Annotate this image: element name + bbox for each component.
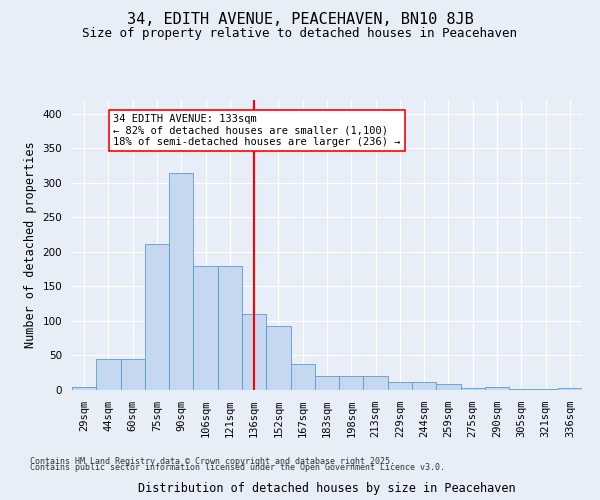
Bar <box>193 266 218 390</box>
Bar <box>72 386 96 390</box>
Bar <box>290 364 315 390</box>
Text: 34 EDITH AVENUE: 133sqm
← 82% of detached houses are smaller (1,100)
18% of semi: 34 EDITH AVENUE: 133sqm ← 82% of detache… <box>113 114 401 147</box>
Bar <box>412 382 436 390</box>
Bar <box>145 244 169 390</box>
Bar <box>436 384 461 390</box>
Bar <box>509 388 533 390</box>
Y-axis label: Number of detached properties: Number of detached properties <box>24 142 37 348</box>
Bar <box>242 314 266 390</box>
Bar <box>121 359 145 390</box>
Bar <box>339 376 364 390</box>
Bar <box>364 376 388 390</box>
Text: Size of property relative to detached houses in Peacehaven: Size of property relative to detached ho… <box>83 28 517 40</box>
Text: Contains HM Land Registry data © Crown copyright and database right 2025.: Contains HM Land Registry data © Crown c… <box>30 457 395 466</box>
Bar <box>485 386 509 390</box>
Bar <box>388 382 412 390</box>
Text: Distribution of detached houses by size in Peacehaven: Distribution of detached houses by size … <box>138 482 516 495</box>
Text: Contains public sector information licensed under the Open Government Licence v3: Contains public sector information licen… <box>30 464 445 472</box>
Bar <box>315 376 339 390</box>
Bar <box>218 266 242 390</box>
Bar <box>558 388 582 390</box>
Bar <box>266 326 290 390</box>
Bar <box>169 172 193 390</box>
Bar <box>461 388 485 390</box>
Bar <box>96 359 121 390</box>
Text: 34, EDITH AVENUE, PEACEHAVEN, BN10 8JB: 34, EDITH AVENUE, PEACEHAVEN, BN10 8JB <box>127 12 473 28</box>
